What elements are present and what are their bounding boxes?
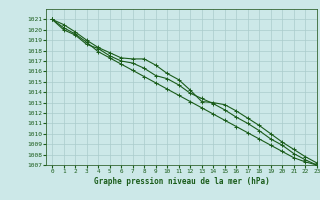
X-axis label: Graphe pression niveau de la mer (hPa): Graphe pression niveau de la mer (hPa) bbox=[94, 177, 269, 186]
